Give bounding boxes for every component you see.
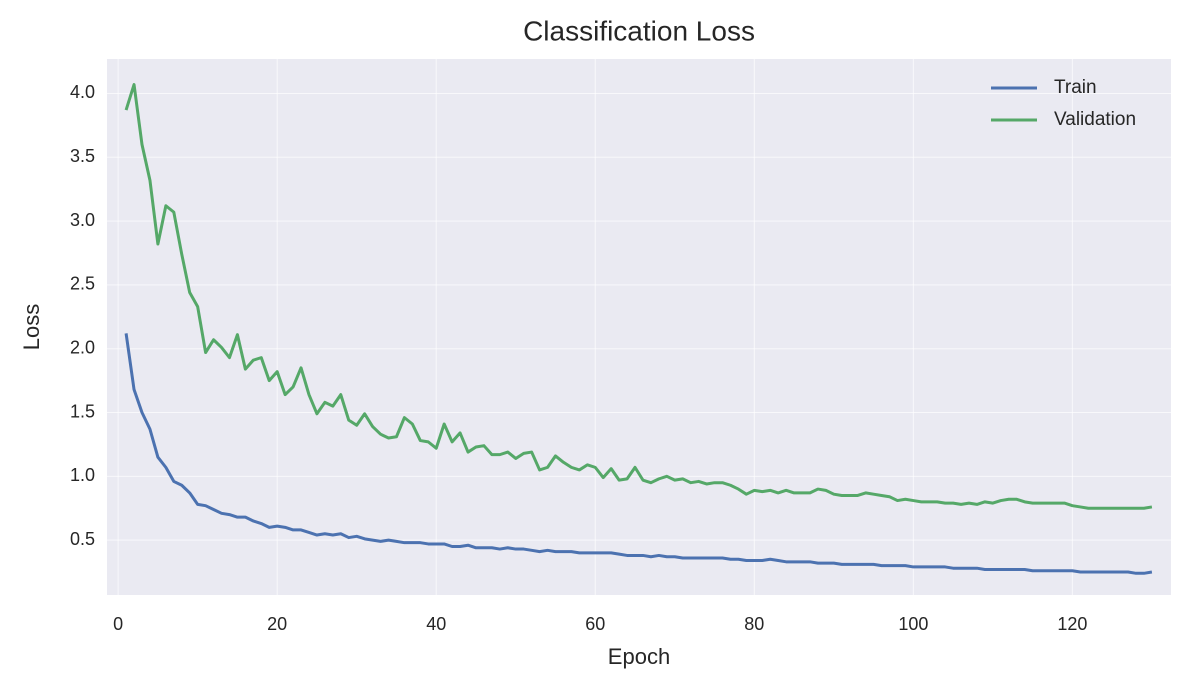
line-series	[124, 333, 1153, 575]
y-tick-label: 3.5	[70, 146, 95, 166]
grid	[107, 59, 1171, 595]
y-tick-label: 1.5	[70, 401, 95, 421]
y-tick-label: 2.5	[70, 274, 95, 294]
line-series	[124, 83, 1153, 510]
x-axis-label: Epoch	[608, 644, 670, 669]
y-tick-label: 3.0	[70, 210, 95, 230]
x-tick-label: 0	[113, 614, 123, 634]
x-tick-label: 100	[898, 614, 928, 634]
x-tick-label: 40	[426, 614, 446, 634]
chart-title: Classification Loss	[523, 15, 755, 46]
y-tick-label: 2.0	[70, 337, 95, 357]
y-tick-label: 0.5	[70, 529, 95, 549]
x-tick-label: 120	[1057, 614, 1087, 634]
legend-label: Train	[1054, 77, 1097, 98]
legend-label: Validation	[1054, 109, 1136, 130]
x-tick-label: 80	[744, 614, 764, 634]
y-tick-label: 4.0	[70, 82, 95, 102]
plot-area	[107, 59, 1171, 595]
y-tick-label: 1.0	[70, 465, 95, 485]
y-axis-label: Loss	[19, 304, 44, 350]
x-tick-label: 20	[267, 614, 287, 634]
x-tick-label: 60	[585, 614, 605, 634]
